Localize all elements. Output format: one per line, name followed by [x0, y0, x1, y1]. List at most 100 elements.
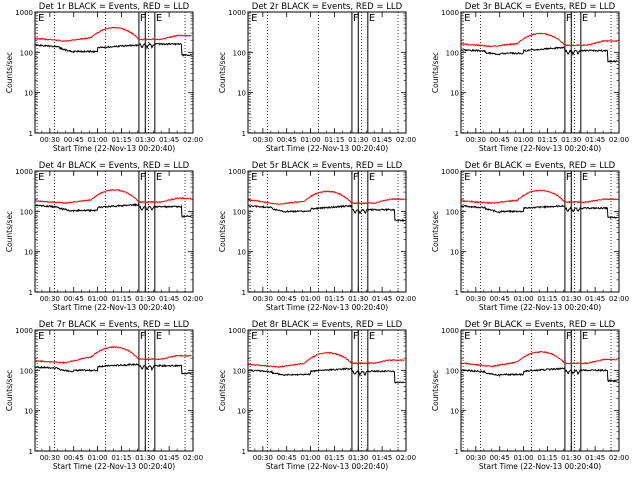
x-tick-label: 02:00 [609, 136, 629, 144]
y-axis-label: Counts/sec [5, 211, 14, 252]
marker-label: E [464, 331, 470, 342]
series-events-line [461, 46, 618, 63]
plot-frame [247, 329, 407, 452]
marker-label: F [140, 331, 146, 342]
marker-label: E [582, 172, 588, 183]
y-tick-label: 100 [233, 208, 246, 216]
x-tick-label: 00:45 [277, 454, 297, 462]
x-tick-label: 00:45 [64, 454, 84, 462]
panel-title: Det 8r BLACK = Events, RED = LLD [252, 320, 403, 330]
x-tick-label: 01:30 [135, 295, 155, 303]
x-tick-label: 02:00 [609, 295, 629, 303]
plot-frame [460, 329, 620, 452]
x-tick-label: 01:00 [300, 136, 320, 144]
x-tick-label: 01:00 [300, 454, 320, 462]
marker-label: F [140, 172, 146, 183]
marker-label: E [464, 172, 470, 183]
plot-frame [247, 170, 407, 293]
x-tick-label: 00:45 [490, 454, 510, 462]
series-lld-line [461, 32, 618, 48]
series-lld-line [35, 345, 192, 364]
y-axis-label: Counts/sec [5, 52, 14, 93]
panel-det-4: Det 4r BLACK = Events, RED = LLD 1 10 100 10… [5, 161, 203, 312]
panel-det-1: Det 1r BLACK = Events, RED = LLD 1 10 100 10… [5, 2, 203, 153]
y-tick-label: 10 [24, 90, 33, 98]
x-tick-label: 00:30 [253, 454, 273, 462]
series-events-line [461, 366, 618, 383]
y-tick-label: 100 [20, 367, 33, 375]
x-tick-label: 01:00 [87, 136, 107, 144]
x-tick-label: 02:00 [183, 454, 203, 462]
x-tick-label: 00:30 [253, 295, 273, 303]
x-tick-label: 01:00 [87, 295, 107, 303]
x-tick-label: 00:30 [40, 454, 60, 462]
x-axis-label: Start Time (22-Nov-13 00:20:40) [266, 462, 388, 471]
y-tick-label: 10 [24, 408, 33, 416]
marker-label: E [369, 331, 375, 342]
x-tick-label: 01:15 [537, 454, 557, 462]
x-tick-label: 01:15 [324, 454, 344, 462]
x-tick-label: 01:45 [372, 295, 392, 303]
panel-title: Det 7r BLACK = Events, RED = LLD [39, 320, 190, 330]
y-axis-label: Counts/sec [5, 370, 14, 411]
y-tick-label: 100 [20, 49, 33, 57]
series-lld-line [35, 26, 192, 43]
plot-frame [460, 170, 620, 293]
x-tick-label: 01:15 [111, 454, 131, 462]
x-axis-label: Start Time (22-Nov-13 00:20:40) [479, 144, 601, 153]
marker-label: E [251, 331, 257, 342]
y-tick-label: 1000 [15, 327, 33, 335]
x-tick-label: 02:00 [609, 454, 629, 462]
x-tick-label: 01:30 [561, 295, 581, 303]
panel-det-2: Det 2r BLACK = Events, RED = LLD 1 10 100 10… [218, 2, 416, 153]
y-tick-label: 10 [237, 90, 246, 98]
y-axis-label: Counts/sec [218, 211, 227, 252]
x-tick-label: 01:30 [135, 136, 155, 144]
panel-det-8: Det 8r BLACK = Events, RED = LLD 1 10 100 10… [218, 320, 416, 471]
y-tick-label: 100 [446, 208, 459, 216]
marker-label: E [251, 13, 257, 24]
series-events-line [248, 204, 405, 222]
x-tick-label: 01:00 [300, 295, 320, 303]
y-tick-label: 100 [233, 49, 246, 57]
panel-title: Det 2r BLACK = Events, RED = LLD [252, 2, 403, 12]
x-tick-label: 02:00 [183, 295, 203, 303]
y-tick-label: 1000 [228, 327, 246, 335]
y-tick-label: 100 [446, 49, 459, 57]
y-axis-label: Counts/sec [431, 370, 440, 411]
marker-label: E [369, 13, 375, 24]
series-lld-line [35, 189, 192, 205]
y-tick-label: 10 [450, 249, 459, 257]
x-tick-label: 01:15 [537, 295, 557, 303]
y-axis-label: Counts/sec [218, 52, 227, 93]
x-tick-label: 01:30 [348, 136, 368, 144]
x-axis-label: Start Time (22-Nov-13 00:20:40) [53, 462, 175, 471]
x-tick-label: 01:45 [159, 454, 179, 462]
x-tick-label: 00:30 [466, 454, 486, 462]
panel-det-6: Det 6r BLACK = Events, RED = LLD 1 10 100 10… [431, 161, 629, 312]
x-tick-label: 01:15 [111, 136, 131, 144]
panel-title: Det 3r BLACK = Events, RED = LLD [465, 2, 616, 12]
y-tick-label: 1000 [441, 168, 459, 176]
x-tick-label: 01:15 [537, 136, 557, 144]
y-tick-label: 1000 [441, 9, 459, 17]
y-tick-label: 1000 [228, 168, 246, 176]
series-lld-line [248, 351, 405, 369]
panel-title: Det 5r BLACK = Events, RED = LLD [252, 161, 403, 171]
x-axis-label: Start Time (22-Nov-13 00:20:40) [266, 303, 388, 312]
x-tick-label: 00:45 [490, 136, 510, 144]
x-tick-label: 02:00 [396, 136, 416, 144]
x-tick-label: 01:45 [159, 295, 179, 303]
x-tick-label: 01:45 [159, 136, 179, 144]
y-tick-label: 1 [455, 289, 459, 297]
panel-title: Det 1r BLACK = Events, RED = LLD [39, 2, 190, 12]
marker-label: E [38, 13, 44, 24]
series-events-line [461, 204, 618, 220]
plot-frame [34, 329, 194, 452]
y-tick-label: 10 [237, 249, 246, 257]
x-tick-label: 00:45 [490, 295, 510, 303]
y-tick-label: 1 [242, 130, 246, 138]
marker-label: E [464, 13, 470, 24]
x-tick-label: 01:30 [135, 454, 155, 462]
